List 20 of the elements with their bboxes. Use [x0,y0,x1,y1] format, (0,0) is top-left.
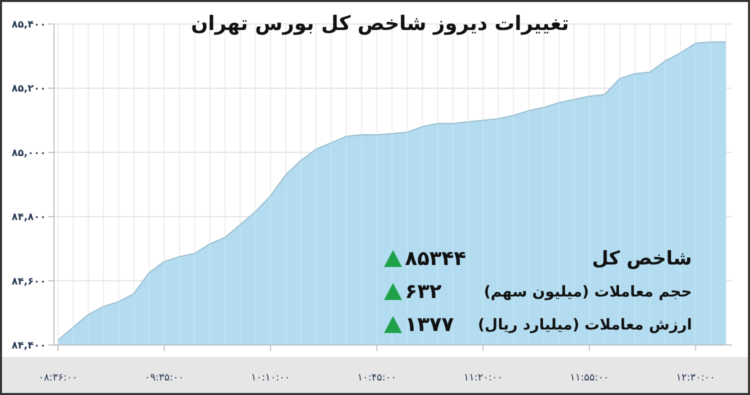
annotation: ۶۳۲ [405,279,442,303]
y-tick-label: ۸۴,۶۰۰ [12,276,46,288]
annotation: ۱۳۷۷ [405,312,454,336]
y-tick-label: ۸۴,۸۰۰ [12,212,46,224]
y-tick-label: ۸۵,۰۰۰ [12,148,46,159]
x-tick-label: ۰۹:۳۵:۰۰ [144,372,184,384]
chart-title: تغییرات دیروز شاخص کل بورس تهران [190,11,570,35]
y-tick-label: ۸۵,۴۰۰ [12,20,46,30]
y-tick-label: ۸۵,۲۰۰ [12,84,46,95]
x-tick-label: ۱۱:۲۰:۰۰ [464,372,503,384]
annotation: ۸۵۳۴۴ [405,246,466,270]
annotation: ارزش معاملات (میلیارد ریال) [478,315,692,334]
x-tick-label: ۰۸:۳۶:۰۰ [38,372,78,384]
annotation: حجم معاملات (میلیون سهم) [484,282,692,300]
y-tick-label: ۸۴,۴۰۰ [12,340,46,352]
x-tick-label: ۱۱:۵۵:۰۰ [570,372,609,384]
x-tick-label: ۱۰:۴۵:۰۰ [357,372,396,384]
annotation: شاخص کل [592,248,692,270]
x-tick-label: ۱۰:۱۰:۰۰ [251,372,290,384]
x-tick-label: ۱۲:۳۰:۰۰ [676,372,716,384]
